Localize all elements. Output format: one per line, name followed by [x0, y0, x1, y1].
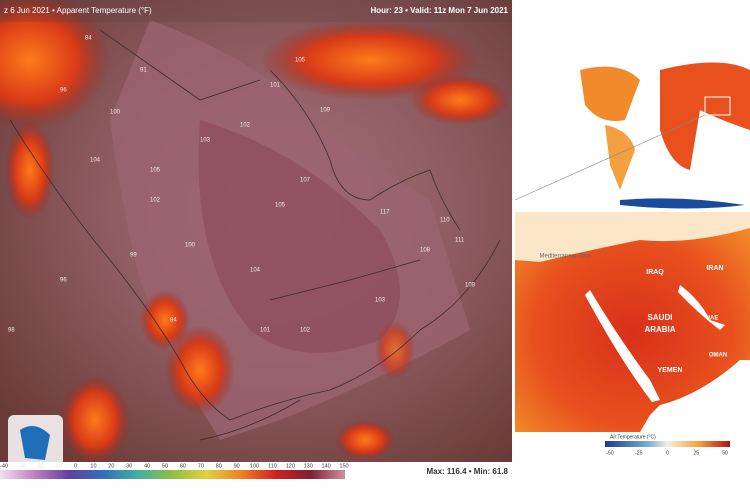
point-label: 96 [60, 278, 67, 284]
scale-label: 0 [74, 463, 77, 469]
scale-label: 10 [90, 463, 96, 469]
point-label: 111 [455, 238, 465, 244]
scale-label: 60 [180, 463, 186, 469]
max-min: Max: 116.4 • Min: 61.8 [426, 467, 508, 476]
scale-label: 40 [144, 463, 150, 469]
point-label: 104 [250, 268, 261, 274]
map-title: z 6 Jun 2021 • Apparent Temperature (°F) [4, 6, 152, 15]
scale-label: 70 [198, 463, 204, 469]
scale-label: 140 [322, 463, 331, 469]
legend-tick: -50 [606, 450, 613, 456]
continent [605, 125, 635, 190]
scale-label: 120 [286, 463, 295, 469]
arabian-sea [640, 360, 750, 432]
header-bar [0, 0, 512, 22]
scale-label: 80 [216, 463, 222, 469]
hot-zone [60, 375, 130, 465]
red-sea [585, 290, 660, 402]
point-label: 98 [8, 328, 15, 334]
point-label: 101 [270, 83, 281, 89]
place-label: YEMEN [658, 367, 683, 374]
hot-zone [410, 75, 510, 125]
point-label: 109 [465, 283, 476, 289]
scale-label: 50 [162, 463, 168, 469]
hot-zone [0, 0, 110, 130]
scale-label: 150 [339, 463, 348, 469]
place-label: ARABIA [644, 325, 675, 334]
mediterranean [515, 212, 750, 262]
place-label: OMAN [709, 353, 727, 359]
hot-zone [5, 120, 55, 220]
point-label: 105 [295, 58, 306, 64]
point-label: 96 [60, 88, 67, 94]
hot-zone [140, 290, 190, 350]
legend-tick: 50 [722, 450, 728, 456]
point-label: 84 [170, 318, 177, 324]
scale-label: 100 [250, 463, 259, 469]
scale-label: 20 [108, 463, 114, 469]
point-label: 103 [200, 138, 211, 144]
point-label: 102 [150, 198, 161, 204]
point-label: 102 [240, 123, 251, 129]
legend-tick: 25 [693, 450, 699, 456]
point-label: 99 [130, 253, 137, 259]
borders [9, 29, 501, 441]
point-label: 110 [440, 218, 450, 224]
point-label: 100 [110, 110, 121, 116]
valid-time: Hour: 23 • Valid: 11z Mon 7 Jun 2021 [370, 6, 508, 15]
continent [580, 66, 640, 121]
color-scale [0, 470, 345, 479]
antarctica [620, 198, 745, 209]
inset-box [704, 96, 731, 116]
continent [660, 62, 750, 170]
scale-label: -40 [0, 463, 8, 469]
hot-zone [335, 420, 395, 460]
legend-bar [605, 441, 730, 447]
point-label: 105 [150, 168, 161, 174]
connector [514, 114, 706, 201]
place-label: UAE [706, 316, 719, 322]
point-label: 100 [185, 243, 196, 249]
scale-label: 130 [304, 463, 313, 469]
point-label: 108 [420, 248, 431, 254]
scale-label: 90 [234, 463, 240, 469]
hot-zone [165, 325, 235, 415]
point-label: 84 [85, 36, 92, 42]
hot-zone [375, 320, 415, 380]
point-label: 101 [260, 328, 271, 334]
place-label: IRAN [706, 265, 723, 272]
place-label: IRAQ [646, 269, 664, 276]
legend-tick: 0 [666, 450, 669, 456]
hot-zone [260, 20, 480, 100]
point-label: 105 [275, 203, 286, 209]
legend-title: Air Temperature (°C) [610, 434, 656, 440]
point-label: 109 [320, 108, 331, 114]
persian-gulf [678, 285, 725, 330]
point-label: 117 [380, 210, 390, 216]
desert-heat [198, 120, 400, 353]
scale-label: 110 [268, 463, 277, 469]
point-label: 104 [90, 158, 101, 164]
point-label: 91 [140, 68, 147, 74]
logo-mark [20, 426, 50, 460]
place-label: Mediterranean Sea [539, 254, 591, 260]
place-label: SAUDI [648, 313, 673, 322]
point-label: 107 [300, 178, 311, 184]
scale-label: 30 [126, 463, 132, 469]
point-label: 103 [375, 298, 386, 304]
point-label: 102 [300, 328, 311, 334]
legend-tick: -25 [635, 450, 642, 456]
